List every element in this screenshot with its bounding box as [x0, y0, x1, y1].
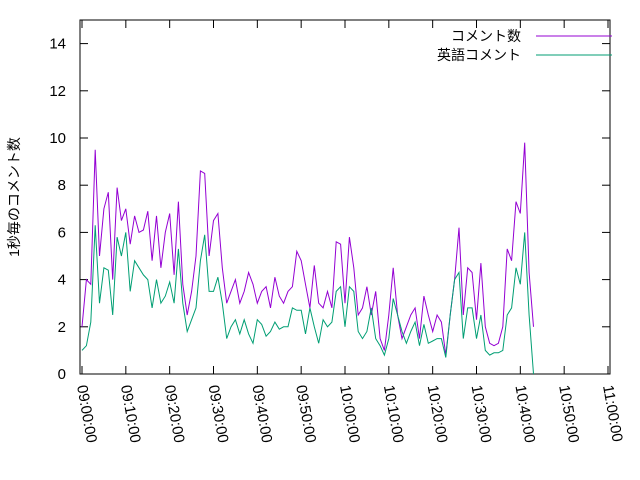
series-layer — [81, 142, 534, 375]
y-tick-label: 4 — [58, 272, 66, 289]
x-axis-ticks: 09:00:00 09:10:00 09:20:00 09:30:00 09:40:00… — [73, 20, 626, 444]
series-line-1 — [81, 225, 534, 375]
legend-label-1: 英語コメント — [437, 47, 521, 63]
series-line-0 — [81, 142, 534, 356]
y-tick-label: 14 — [49, 36, 66, 53]
x-tick-label: 09:30:00 — [205, 384, 232, 444]
y-axis-ticks: 0 2 4 6 8 10 12 14 — [49, 36, 610, 383]
x-tick-label: 09:20:00 — [161, 384, 188, 444]
y-tick-label: 2 — [58, 319, 66, 336]
x-tick-label: 09:40:00 — [248, 384, 275, 444]
x-tick-label: 10:20:00 — [424, 384, 451, 444]
x-tick-label: 09:10:00 — [117, 384, 144, 444]
x-tick-label: 09:00:00 — [73, 384, 100, 444]
y-axis-label: 1秒毎のコメント数 — [6, 137, 22, 257]
y-tick-label: 6 — [58, 224, 66, 241]
x-tick-label: 11:00:00 — [599, 384, 626, 443]
y-tick-label: 8 — [58, 177, 66, 194]
x-tick-label: 10:30:00 — [468, 384, 495, 444]
x-tick-label: 10:50:00 — [555, 384, 582, 444]
y-tick-label: 0 — [58, 366, 66, 383]
x-tick-label: 10:10:00 — [380, 384, 407, 444]
plot-frame — [79, 19, 611, 375]
x-tick-label: 10:00:00 — [336, 384, 363, 444]
x-tick-label: 09:50:00 — [292, 384, 319, 444]
legend-label-0: コメント数 — [451, 28, 521, 44]
y-tick-label: 10 — [49, 130, 66, 147]
y-tick-label: 12 — [49, 83, 66, 100]
x-tick-label: 10:40:00 — [511, 384, 538, 444]
